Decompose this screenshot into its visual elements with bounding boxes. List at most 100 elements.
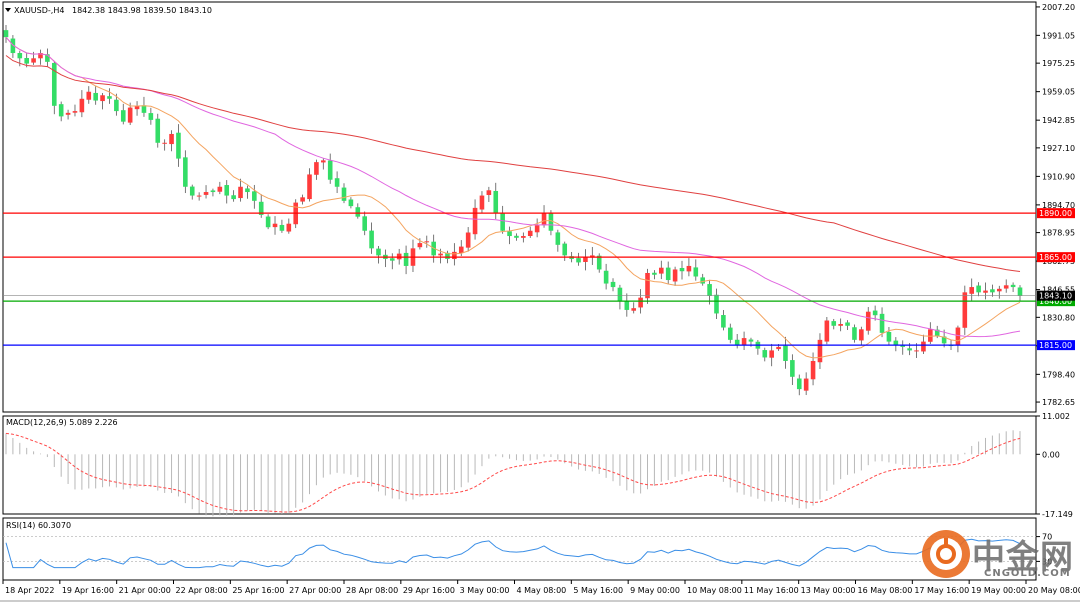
time-tick-label: 19 Apr 16:00	[62, 586, 114, 595]
candle-body	[783, 345, 788, 361]
candle-body	[921, 341, 926, 352]
candle-body	[617, 287, 623, 302]
candle-body	[941, 336, 947, 344]
ma-slow-line	[5, 55, 1021, 272]
candle-body	[907, 348, 912, 351]
watermark-en: CNGOLD.COM	[984, 568, 1071, 579]
price-tick-label: 1959.05	[1042, 88, 1075, 97]
price-tick-label: 1846.55	[1042, 286, 1075, 295]
level-tag-label: 1843.10	[1039, 292, 1072, 301]
candle-body	[376, 248, 381, 256]
candle-body	[334, 178, 340, 187]
candle-body	[803, 378, 809, 391]
candle-body	[252, 191, 257, 201]
cngold-logo-icon	[922, 530, 970, 578]
candle-body	[914, 350, 919, 352]
candle-body	[576, 258, 581, 263]
level-tag	[1037, 290, 1075, 301]
macd-label: MACD(12,26,9) 5.089 2.226	[6, 418, 118, 427]
ohlc-label: 1842.38 1843.98 1839.50 1843.10	[72, 6, 212, 15]
candle-body	[183, 157, 188, 187]
candle-body	[590, 255, 595, 258]
macd-tick-label: -17.149	[1042, 510, 1073, 519]
candle-body	[272, 223, 278, 228]
candle-body	[507, 231, 512, 237]
candle-body	[155, 118, 161, 143]
candle-body	[31, 58, 36, 63]
price-tick-label: 1910.90	[1042, 172, 1075, 181]
candle-body	[610, 281, 616, 288]
candle-body	[286, 223, 292, 232]
price-tick-label: 1894.70	[1042, 201, 1075, 210]
candle-body	[45, 54, 50, 62]
candle-body	[596, 255, 602, 270]
candle-body	[58, 104, 64, 117]
candle-body	[693, 267, 699, 277]
candle-body	[500, 213, 505, 231]
price-tick-label: 1927.10	[1042, 144, 1075, 153]
candle-body	[79, 98, 85, 113]
symbol-label: XAUUSD-,H4	[14, 6, 64, 15]
rsi-tick-label: 30	[1042, 557, 1052, 566]
time-tick-label: 17 May 16:00	[914, 586, 969, 595]
candle-body	[686, 265, 692, 272]
price-tick-label: 1798.40	[1042, 370, 1075, 379]
time-tick-label: 18 Apr 2022	[5, 586, 54, 595]
candle-body	[258, 201, 264, 215]
candle-body	[479, 195, 485, 210]
level-tag-label: 1865.00	[1039, 253, 1072, 262]
candle-body	[134, 105, 140, 110]
price-tick-label: 1975.25	[1042, 59, 1075, 68]
candle-body	[555, 232, 561, 245]
candle-body	[721, 315, 726, 328]
candle-body	[438, 253, 443, 256]
candle-body	[17, 53, 23, 59]
candle-body	[389, 258, 395, 261]
price-tick-label: 1991.05	[1042, 31, 1075, 40]
candle-body	[990, 289, 995, 293]
candle-body	[541, 213, 547, 226]
candle-body	[741, 338, 747, 345]
candle-body	[796, 378, 802, 390]
candle-body	[169, 133, 174, 145]
candle-body	[245, 188, 250, 193]
candle-body	[38, 53, 43, 59]
candle-body	[548, 213, 554, 231]
price-tick-label: 1878.95	[1042, 229, 1075, 238]
level-tag-label: 1815.00	[1039, 341, 1072, 350]
candle-body	[645, 272, 650, 299]
time-tick-label: 25 Apr 16:00	[232, 586, 284, 595]
candle-body	[341, 187, 347, 201]
candle-body	[845, 322, 850, 326]
candle-body	[224, 185, 230, 196]
candle-body	[534, 225, 540, 233]
candle-body	[203, 192, 209, 195]
candle-body	[707, 284, 712, 296]
candle-body	[603, 270, 609, 284]
candle-body	[514, 235, 519, 238]
candle-body	[472, 207, 478, 235]
time-tick-label: 29 Apr 16:00	[403, 586, 455, 595]
candle-body	[189, 186, 195, 196]
candle-body	[24, 57, 29, 64]
candle-body	[458, 246, 464, 254]
candle-body	[838, 324, 843, 326]
candle-body	[934, 329, 940, 337]
candle-body	[148, 113, 154, 120]
candle-body	[583, 257, 588, 262]
time-tick-label: 27 Apr 00:00	[289, 586, 341, 595]
time-tick-label: 16 May 08:00	[858, 586, 913, 595]
time-tick-label: 9 May 00:00	[630, 586, 680, 595]
candle-body	[1017, 287, 1023, 296]
candle-body	[162, 142, 167, 144]
level-tag	[1037, 296, 1075, 307]
time-tick-label: 5 May 16:00	[573, 586, 623, 595]
candle-body	[900, 345, 906, 347]
candle-body	[314, 162, 319, 175]
candle-body	[852, 327, 857, 340]
candle-body	[65, 112, 71, 115]
candle-body	[93, 92, 98, 101]
candle-body	[997, 288, 1002, 292]
candle-body	[114, 99, 119, 112]
